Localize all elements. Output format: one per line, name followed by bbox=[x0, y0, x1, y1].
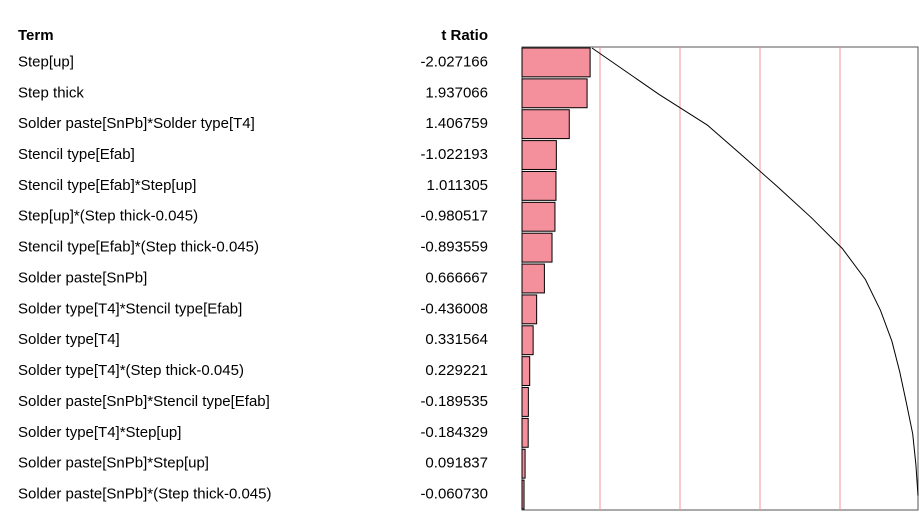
t-ratio-label: -0.189535 bbox=[420, 393, 488, 410]
bar bbox=[521, 232, 553, 263]
t-ratio-label: 1.406759 bbox=[425, 115, 488, 132]
cumulative-curve bbox=[591, 47, 919, 496]
bar bbox=[521, 109, 570, 140]
bar bbox=[521, 387, 529, 417]
term-label: Step[up]*(Step thick-0.045) bbox=[18, 208, 198, 225]
t-ratio-label: -0.893559 bbox=[420, 239, 488, 256]
term-label: Stencil type[Efab]*(Step thick-0.045) bbox=[18, 239, 259, 256]
bar bbox=[521, 170, 557, 201]
term-label: Solder paste[SnPb]*Solder type[T4] bbox=[18, 115, 255, 132]
plot-frame bbox=[521, 46, 919, 511]
t-ratio-label: -2.027166 bbox=[420, 53, 488, 70]
term-label: Solder paste[SnPb]*Stencil type[Efab] bbox=[18, 393, 270, 410]
term-label: Step thick bbox=[18, 84, 84, 101]
bar bbox=[521, 263, 545, 294]
bar bbox=[521, 47, 591, 78]
term-label: Step[up] bbox=[18, 53, 74, 70]
column-header: Term bbox=[18, 27, 54, 44]
bar bbox=[521, 325, 534, 356]
bar bbox=[521, 417, 529, 448]
term-label: Solder type[T4]*Stencil type[Efab] bbox=[18, 300, 242, 317]
bar bbox=[521, 140, 557, 170]
term-label: Solder type[T4] bbox=[18, 331, 120, 348]
bar bbox=[521, 356, 531, 387]
t-ratio-label: 1.937066 bbox=[425, 84, 488, 101]
bar bbox=[521, 479, 525, 510]
term-label: Solder paste[SnPb]*(Step thick-0.045) bbox=[18, 486, 271, 503]
column-header: t Ratio bbox=[441, 27, 488, 44]
term-label: Solder paste[SnPb] bbox=[18, 269, 147, 286]
t-ratio-label: -0.060730 bbox=[420, 486, 488, 503]
bar bbox=[521, 294, 538, 325]
t-ratio-label: -0.980517 bbox=[420, 208, 488, 225]
term-label: Solder type[T4]*(Step thick-0.045) bbox=[18, 362, 244, 379]
t-ratio-label: -1.022193 bbox=[420, 146, 488, 163]
term-label: Stencil type[Efab] bbox=[18, 146, 135, 163]
term-label: Stencil type[Efab]*Step[up] bbox=[18, 177, 196, 194]
t-ratio-label: 0.331564 bbox=[425, 331, 488, 348]
term-label: Solder type[T4]*Step[up] bbox=[18, 424, 181, 441]
t-ratio-label: -0.436008 bbox=[420, 300, 488, 317]
t-ratio-label: 0.229221 bbox=[425, 362, 488, 379]
bar bbox=[521, 201, 556, 232]
t-ratio-label: 0.666667 bbox=[425, 269, 488, 286]
t-ratio-label: -0.184329 bbox=[420, 424, 488, 441]
t-ratio-label: 1.011305 bbox=[427, 177, 488, 194]
bar bbox=[521, 78, 588, 109]
t-ratio-label: 0.091837 bbox=[425, 455, 488, 472]
bar bbox=[521, 448, 526, 479]
term-label: Solder paste[SnPb]*Step[up] bbox=[18, 455, 209, 472]
